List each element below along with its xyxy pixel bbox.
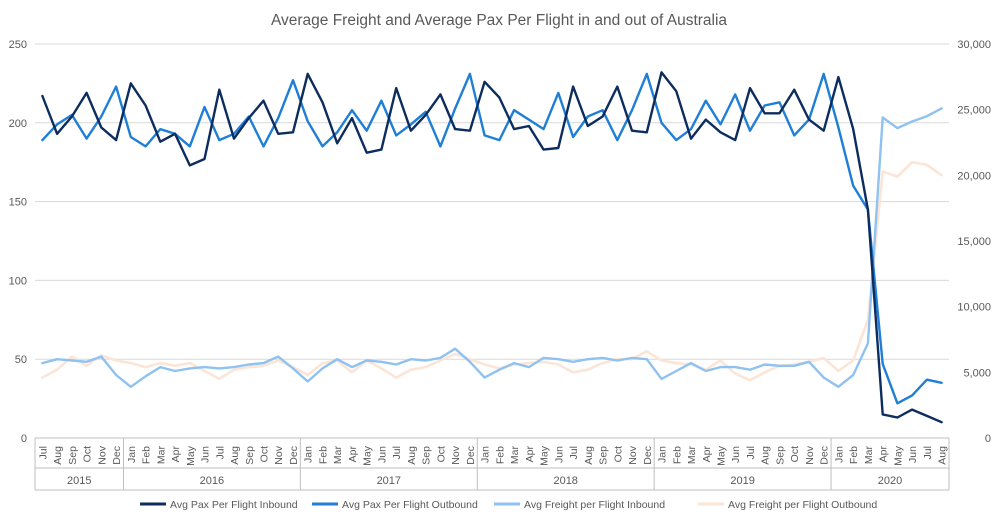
x-axis-tick-label: Apr (524, 446, 536, 463)
x-axis-tick-label: Jan (303, 446, 315, 463)
x-axis-tick-label: Apr (701, 446, 713, 463)
x-axis-tick-label: Nov (96, 445, 108, 464)
legend-label: Avg Freight per Flight Outbound (728, 499, 877, 511)
x-axis-tick-label: Dec (465, 446, 477, 465)
x-axis-tick-label: Mar (155, 446, 167, 465)
x-axis-tick-label: Aug (52, 446, 64, 465)
year-label: 2017 (377, 475, 401, 487)
y2-axis-tick-label: 15,000 (957, 236, 991, 248)
y-axis-tick-label: 0 (21, 433, 27, 445)
x-axis-tick-label: May (892, 445, 904, 466)
x-axis-tick-label: Jun (553, 446, 565, 463)
x-axis-tick-label: Oct (789, 446, 801, 462)
x-axis-tick-label: Feb (494, 446, 506, 464)
x-axis-tick-label: Dec (288, 446, 300, 465)
x-axis-tick-label: Sep (67, 446, 79, 465)
x-axis-tick-label: May (362, 445, 374, 466)
axes: 0 50 100 150 200 250 0 5,000 10,000 15,000 20,000 2… (9, 39, 991, 491)
x-axis-tick-label: Sep (598, 446, 610, 465)
x-axis-tick-label: Jan (833, 446, 845, 463)
series-lines (41, 71, 943, 424)
legend-label: Avg Freight per Flight Inbound (524, 499, 665, 511)
x-axis-tick-label: Jul (391, 446, 403, 459)
x-axis-tick-label: Mar (509, 446, 521, 465)
x-axis-tick-label: Feb (317, 446, 329, 464)
legend: Avg Pax Per Flight Inbound Avg Pax Per Fl… (140, 499, 877, 511)
series-line-2 (41, 72, 943, 405)
x-axis-tick-label: Jan (480, 446, 492, 463)
x-axis-tick-label: Oct (82, 446, 94, 462)
x-axis-tick-label: Nov (804, 445, 816, 464)
year-label: 2020 (878, 475, 902, 487)
x-axis-tick-label: Nov (450, 445, 462, 464)
x-axis-tick-label: Jul (568, 446, 580, 459)
x-axis-tick-label: Feb (141, 446, 153, 464)
y-axis-tick-label: 150 (9, 197, 27, 209)
y2-axis-tick-label: 20,000 (957, 170, 991, 182)
y2-axis-tick-label: 25,000 (957, 105, 991, 117)
x-axis-tick-label: Aug (760, 446, 772, 465)
x-axis-tick-label: May (716, 445, 728, 466)
x-axis-tick-label: Jul (745, 446, 757, 459)
x-axis-tick-label: Oct (259, 446, 271, 462)
x-axis-tick-label: Jan (126, 446, 138, 463)
x-axis-tick-label: Jun (730, 446, 742, 463)
x-axis-tick-label: Dec (642, 446, 654, 465)
x-axis-tick-label: Jan (657, 446, 669, 463)
x-axis-tick-label: Aug (406, 446, 418, 465)
year-label: 2018 (553, 475, 577, 487)
x-axis-tick-label: Nov (273, 445, 285, 464)
x-axis-tick-label: Sep (244, 446, 256, 465)
y-axis-tick-label: 50 (15, 354, 27, 366)
x-axis-tick-label: Jun (376, 446, 388, 463)
x-axis-tick-label: Mar (863, 446, 875, 465)
x-axis-tick-label: Oct (612, 446, 624, 462)
x-axis-tick-label: Aug (583, 446, 595, 465)
x-axis-tick-label: May (539, 445, 551, 466)
x-axis-tick-label: Jul (922, 446, 934, 459)
y2-axis-tick-label: 0 (985, 433, 991, 445)
x-axis-tick-label: Jun (907, 446, 919, 463)
y2-axis-tick-label: 5,000 (963, 367, 991, 379)
x-axis-tick-label: Aug (937, 446, 949, 465)
legend-label: Avg Pax Per Flight Inbound (170, 499, 298, 511)
x-axis-tick-label: Apr (878, 446, 890, 463)
x-axis-tick-label: Apr (347, 446, 359, 463)
year-label: 2019 (730, 475, 754, 487)
x-axis-tick-label: Dec (111, 446, 123, 465)
x-axis-tick-label: Dec (819, 446, 831, 465)
year-label: 2016 (200, 475, 224, 487)
x-axis-tick-label: Sep (774, 446, 786, 465)
x-axis-tick-label: Jul (214, 446, 226, 459)
y-axis-tick-label: 250 (9, 39, 27, 51)
x-axis-tick-label: Apr (170, 446, 182, 463)
chart-title: Average Freight and Average Pax Per Flig… (271, 12, 727, 29)
y2-axis-tick-label: 10,000 (957, 302, 991, 314)
x-axis-tick-label: Feb (671, 446, 683, 464)
x-axis-tick-label: Nov (627, 445, 639, 464)
x-axis-tick-label: Mar (686, 446, 698, 465)
x-axis-tick-label: Jun (200, 446, 212, 463)
y-axis-tick-label: 100 (9, 275, 27, 287)
x-axis-tick-label: Aug (229, 446, 241, 465)
series-line-3 (41, 107, 943, 388)
x-axis-tick-label: May (185, 445, 197, 466)
y2-axis-tick-label: 30,000 (957, 39, 991, 51)
series-line-1 (41, 71, 943, 424)
legend-label: Avg Pax Per Flight Outbound (342, 499, 478, 511)
y-axis-tick-label: 200 (9, 118, 27, 130)
x-axis-tick-label: Mar (332, 446, 344, 465)
x-axis-tick-label: Sep (421, 446, 433, 465)
year-label: 2015 (67, 475, 91, 487)
x-axis-tick-label: Oct (435, 446, 447, 462)
x-axis-tick-label: Feb (848, 446, 860, 464)
x-axis-tick-label: Jul (37, 446, 49, 459)
